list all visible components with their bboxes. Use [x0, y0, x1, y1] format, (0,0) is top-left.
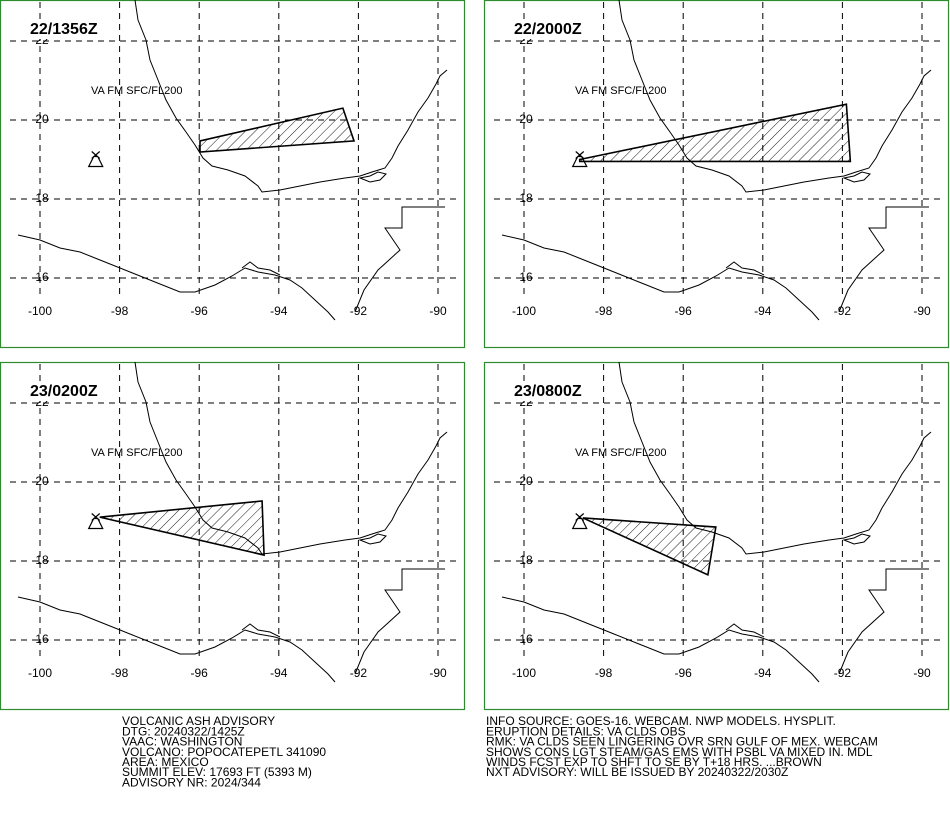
advisory-right: INFO SOURCE: GOES-16. WEBCAM. NWP MODELS…	[486, 714, 878, 779]
lon-label: -94	[754, 666, 772, 680]
lon-label: -90	[913, 666, 931, 680]
lon-label: -98	[111, 304, 129, 318]
title-bg	[28, 19, 108, 39]
advisory-line: ADVISORY NR: 2024/344	[122, 775, 261, 789]
panel-time: 23/0200Z	[30, 383, 98, 400]
lat-label: 16	[35, 632, 49, 646]
lon-label: -92	[834, 666, 852, 680]
level-label: VA FM SFC/FL200	[575, 85, 667, 97]
lat-label: 16	[35, 270, 49, 284]
ash-cloud	[582, 517, 717, 576]
volcano-symbol	[571, 513, 588, 530]
lon-label: -92	[350, 304, 368, 318]
advisory-line: INFO SOURCE: GOES-16. WEBCAM. NWP MODELS…	[486, 714, 836, 728]
lon-label: -90	[429, 304, 447, 318]
title-bg	[512, 381, 592, 401]
panel-time: 23/0800Z	[514, 383, 582, 400]
panel-time: 22/2000Z	[514, 21, 582, 38]
lon-label: -100	[28, 304, 52, 318]
lon-label: -92	[350, 666, 368, 680]
lat-label: 16	[519, 632, 533, 646]
lon-label: -96	[675, 304, 693, 318]
lat-label: 20	[35, 112, 49, 126]
advisory-line: VOLCANIC ASH ADVISORY	[122, 714, 275, 728]
level-label: VA FM SFC/FL200	[575, 447, 667, 459]
advisory-line: NXT ADVISORY: WILL BE ISSUED BY 20240322…	[486, 765, 788, 779]
lat-label: 20	[35, 474, 49, 488]
lon-label: -98	[595, 666, 613, 680]
lon-label: -98	[595, 304, 613, 318]
volcano-symbol	[87, 513, 104, 530]
lon-label: -92	[834, 304, 852, 318]
lon-label: -90	[913, 304, 931, 318]
panel-frame	[483, 0, 950, 349]
lon-label: -100	[28, 666, 52, 680]
lat-label: 18	[519, 553, 533, 567]
panel-frame	[0, 0, 466, 349]
panel-time: 22/1356Z	[30, 21, 98, 38]
advisory-line: RMK: VA CLDS SEEN LINGERING OVR SRN GULF…	[486, 735, 878, 749]
advisory-line: ERUPTION DETAILS: VA CLDS OBS	[486, 724, 686, 738]
advisory-line: SUMMIT ELEV: 17693 FT (5393 M)	[122, 765, 312, 779]
ash-cloud	[99, 500, 265, 557]
lon-label: -94	[270, 304, 288, 318]
lat-label: 20	[519, 112, 533, 126]
lon-label: -94	[270, 666, 288, 680]
advisory-line: WINDS FCST EXP TO SHFT TO SE BY T+18 HRS…	[486, 755, 822, 769]
ash-cloud	[199, 107, 356, 153]
advisory-line: VOLCANO: POPOCATEPETL 341090	[122, 745, 326, 759]
lat-label: 18	[519, 191, 533, 205]
title-bg	[28, 381, 108, 401]
lat-label: 18	[35, 553, 49, 567]
lon-label: -96	[191, 666, 209, 680]
lat-label: 18	[35, 191, 49, 205]
advisory-line: SHOWS CONS LGT STEAM/GAS EMS WITH PSBL V…	[486, 745, 873, 759]
lon-label: -94	[754, 304, 772, 318]
volcano-symbol	[87, 151, 104, 168]
lon-label: -100	[512, 666, 536, 680]
lon-label: -96	[191, 304, 209, 318]
advisory-line: AREA: MEXICO	[122, 755, 209, 769]
advisory-line: DTG: 20240322/1425Z	[122, 724, 245, 738]
lon-label: -96	[675, 666, 693, 680]
lat-label: 16	[519, 270, 533, 284]
level-label: VA FM SFC/FL200	[91, 85, 183, 97]
level-label: VA FM SFC/FL200	[91, 447, 183, 459]
title-bg	[512, 19, 592, 39]
volcano-symbol	[571, 151, 588, 168]
lon-label: -90	[429, 666, 447, 680]
lon-label: -98	[111, 666, 129, 680]
panel-frame	[483, 361, 950, 711]
advisory-line: VAAC: WASHINGTON	[122, 735, 242, 749]
ash-cloud	[578, 103, 852, 163]
lat-label: 20	[519, 474, 533, 488]
lon-label: -100	[512, 304, 536, 318]
